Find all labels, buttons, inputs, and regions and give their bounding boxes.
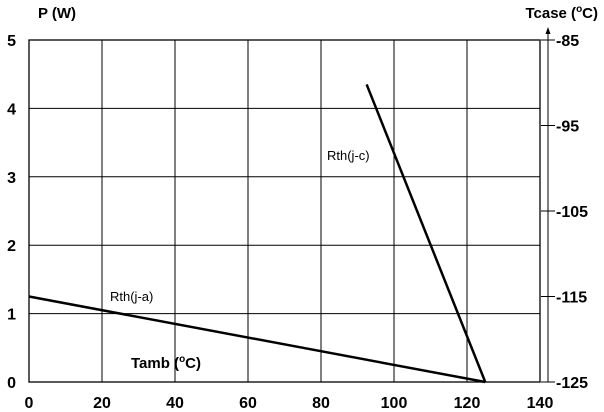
- x-tick-label: 0: [25, 395, 34, 412]
- y2-tick-label: -115: [556, 290, 587, 307]
- plot-frame: [28, 39, 541, 383]
- series-line-rth-ja: [28, 295, 486, 384]
- x-tick-label: 100: [381, 395, 408, 412]
- y2-tick-labels: -125 -115 -105 -95 -85: [556, 33, 588, 392]
- y-tick-label: 3: [7, 170, 16, 187]
- series-labels: Rth(j-a) Rth(j-c): [110, 148, 370, 304]
- y-tick-label: 4: [7, 101, 16, 118]
- y-tick-label: 1: [7, 307, 16, 324]
- y-tick-label: 5: [7, 33, 16, 50]
- x-tick-label: 20: [93, 395, 111, 412]
- series-label-rth-jc: Rth(j-c): [327, 148, 370, 163]
- grid-lines: [29, 40, 540, 382]
- y2-tick-label: -85: [556, 33, 579, 50]
- x-tick-label: 80: [312, 395, 330, 412]
- y-tick-label: 0: [7, 375, 16, 392]
- x-tick-label: 120: [454, 395, 481, 412]
- x-tick-labels: 0 20 40 60 80 100 120 140: [25, 395, 554, 412]
- y2-tick-label: -105: [556, 204, 588, 221]
- x-tick-label: 40: [166, 395, 184, 412]
- x-axis-title: Tamb (oC): [131, 354, 201, 372]
- series-line-rth-jc: [365, 83, 487, 383]
- y-tick-labels: 0 1 2 3 4 5: [7, 33, 16, 392]
- x-tick-label: 140: [527, 395, 554, 412]
- y2-axis-title: Tcase (oC): [525, 4, 598, 22]
- y2-tick-label: -95: [556, 119, 579, 136]
- y-tick-label: 2: [7, 238, 16, 255]
- x-tick-label: 60: [239, 395, 257, 412]
- series-label-rth-ja: Rth(j-a): [110, 289, 153, 304]
- y-axis-title: P (W): [38, 5, 76, 22]
- y2-tick-label: -125: [556, 375, 588, 392]
- series-lines: [28, 83, 487, 384]
- y2-axis-arrowhead: [545, 27, 551, 34]
